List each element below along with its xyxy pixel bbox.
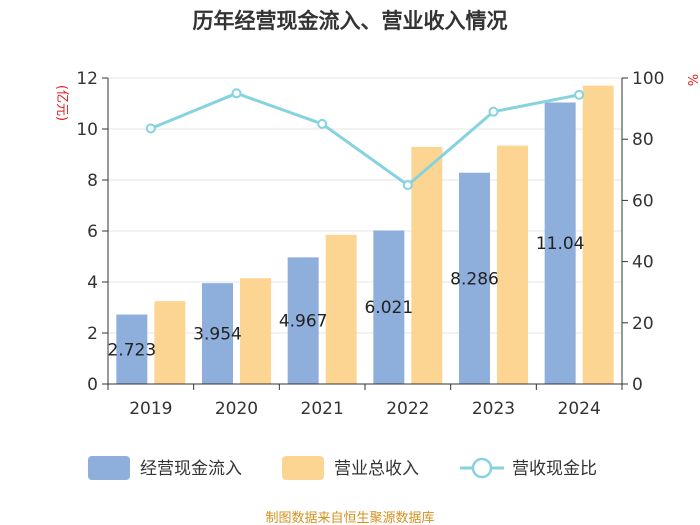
bar-revenue-2024 <box>582 85 614 385</box>
bar-cash-inflow-2021 <box>287 257 319 384</box>
legend: 经营现金流入 营业总收入 营收现金比 <box>88 456 597 480</box>
left-tick-label: 10 <box>76 120 98 140</box>
ratio-point-2021 <box>317 118 328 129</box>
gridlines <box>108 77 622 334</box>
legend-label-cash-inflow: 经营现金流入 <box>140 459 242 479</box>
chart-title: 历年经营现金流入、营业收入情况 <box>193 9 508 33</box>
bar-revenue-2021 <box>325 234 357 384</box>
bar-cash-inflow-2023 <box>459 172 490 384</box>
axes-layer: 0 2 4 6 8 10 12 0 20 40 60 80 100 2019 2020 2021 2022 202… <box>76 69 664 419</box>
data-label-cash-inflow-2024: 11.04 <box>536 234 585 254</box>
x-tick-label-2022: 2022 <box>386 399 429 419</box>
left-tick-label: 12 <box>76 69 98 89</box>
right-tick-label: 100 <box>632 69 664 89</box>
right-tick-label: 20 <box>632 314 654 334</box>
right-axis-unit: % <box>684 74 699 86</box>
legend-label-ratio: 营收现金比 <box>512 459 597 479</box>
x-tick-label-2023: 2023 <box>472 399 515 419</box>
x-tick-label-2019: 2019 <box>129 399 172 419</box>
x-tick-label-2021: 2021 <box>301 399 344 419</box>
source-note: 制图数据来自恒生聚源数据库 <box>265 510 434 525</box>
ratio-point-2024 <box>574 89 585 100</box>
data-label-cash-inflow-2023: 8.286 <box>450 269 499 289</box>
bar-revenue-2022 <box>411 146 443 384</box>
data-labels-layer: 2.723 3.954 4.967 6.021 8.286 11.04 <box>107 234 584 360</box>
ratio-point-2023 <box>488 106 499 117</box>
x-tick-label-2020: 2020 <box>215 399 258 419</box>
left-tick-label: 8 <box>87 171 98 191</box>
legend-swatch-cash-inflow <box>88 456 130 480</box>
left-axis-unit: (亿元) <box>54 85 69 121</box>
data-label-cash-inflow-2021: 4.967 <box>279 312 328 332</box>
right-tick-label: 40 <box>632 253 654 273</box>
left-tick-label: 4 <box>87 273 98 293</box>
bar-cash-inflow-2020 <box>202 283 233 384</box>
bar-cash-inflow-2024 <box>544 102 576 384</box>
legend-label-revenue: 营业总收入 <box>334 459 419 479</box>
bar-revenue-2023 <box>497 145 528 384</box>
legend-swatch-revenue <box>282 456 324 480</box>
data-label-cash-inflow-2022: 6.021 <box>364 298 413 318</box>
ratio-point-2019 <box>145 123 156 134</box>
data-label-cash-inflow-2019: 2.723 <box>107 340 156 360</box>
bar-cash-inflow-2019 <box>116 314 148 384</box>
bar-revenue-2020 <box>240 278 271 384</box>
ratio-point-2020 <box>231 88 242 99</box>
ratio-line <box>150 91 580 187</box>
right-tick-label: 0 <box>632 375 643 395</box>
ratio-line-layer <box>145 88 585 191</box>
legend-marker-ratio <box>471 457 493 479</box>
right-tick-label: 60 <box>632 191 654 211</box>
right-tick-label: 80 <box>632 130 654 150</box>
ratio-point-2022 <box>402 180 413 191</box>
left-tick-label: 2 <box>87 324 98 344</box>
left-tick-label: 0 <box>87 375 98 395</box>
bar-revenue-2019 <box>154 301 186 384</box>
bar-cash-inflow-2022 <box>373 230 405 384</box>
bars-layer <box>116 85 614 385</box>
left-tick-label: 6 <box>87 222 98 242</box>
x-tick-label-2024: 2024 <box>558 399 601 419</box>
data-label-cash-inflow-2020: 3.954 <box>193 325 242 345</box>
